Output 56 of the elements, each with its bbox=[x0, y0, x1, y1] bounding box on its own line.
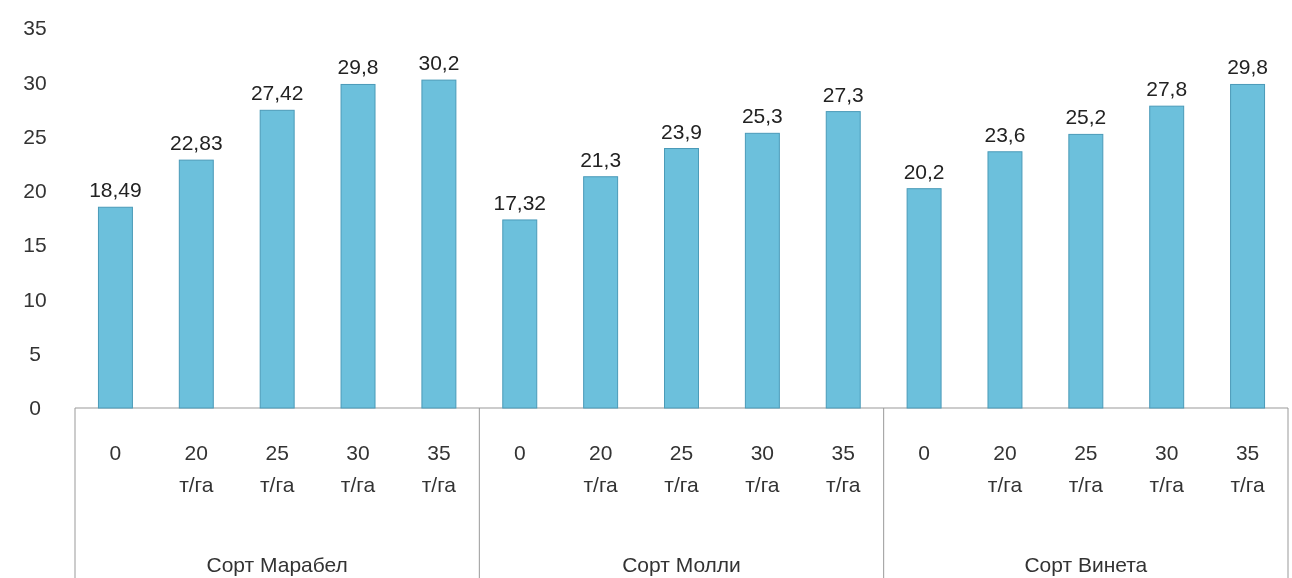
y-tick-label: 20 bbox=[23, 179, 47, 203]
data-label: 23,9 bbox=[661, 119, 702, 143]
x-tick-label: 25 т/га bbox=[259, 441, 295, 496]
x-tick-label: 0 bbox=[513, 441, 526, 464]
data-label: 27,3 bbox=[822, 82, 864, 106]
data-label: 21,3 bbox=[580, 147, 622, 171]
bar bbox=[97, 206, 133, 409]
bar bbox=[1068, 133, 1104, 409]
bar bbox=[1230, 83, 1266, 409]
y-tick-label: 5 bbox=[29, 342, 41, 366]
data-label: 29,8 bbox=[337, 55, 379, 79]
x-tick-label: 35 т/га bbox=[421, 441, 457, 496]
data-label: 25,3 bbox=[741, 104, 783, 128]
x-tick-label: 0 bbox=[109, 441, 122, 464]
data-label: 18,49 bbox=[89, 178, 142, 202]
bar bbox=[178, 159, 214, 409]
data-label: 22,83 bbox=[170, 131, 223, 155]
data-label: 30,2 bbox=[418, 51, 460, 75]
bar bbox=[987, 151, 1023, 409]
text: Сорт Винета bbox=[1024, 553, 1148, 576]
x-tick-label: 30 т/га bbox=[340, 441, 376, 496]
data-label: 23,6 bbox=[984, 122, 1026, 146]
x-tick-label: 30 т/га bbox=[745, 441, 780, 496]
x-tick-label: 20 т/га bbox=[583, 441, 619, 496]
x-tick-label: 20 т/га bbox=[179, 441, 214, 496]
x-tick-label: 35 т/га bbox=[826, 441, 861, 496]
data-label: 29,8 bbox=[1227, 55, 1268, 79]
data-label: 17,32 bbox=[493, 190, 547, 214]
data-label: 25,2 bbox=[1065, 105, 1107, 129]
data-label: 27,42 bbox=[250, 81, 304, 105]
bar bbox=[1149, 105, 1185, 409]
bar bbox=[825, 111, 861, 409]
y-tick-label: 35 bbox=[23, 16, 47, 40]
x-tick-label: 20 т/га bbox=[987, 441, 1023, 496]
y-tick-label: 0 bbox=[29, 396, 41, 420]
y-tick-label: 25 bbox=[23, 124, 47, 148]
bar bbox=[744, 132, 780, 409]
y-tick-label: 15 bbox=[23, 233, 47, 257]
data-label: 20,2 bbox=[903, 159, 945, 183]
data-label: 27,8 bbox=[1146, 77, 1188, 101]
bar bbox=[259, 109, 295, 409]
y-tick-label: 30 bbox=[23, 70, 47, 94]
bar bbox=[340, 83, 376, 409]
bar bbox=[906, 188, 942, 409]
x-tick-label: 0 bbox=[918, 441, 930, 464]
text: Сорт Марабел bbox=[206, 553, 348, 576]
x-tick-label: 25 т/га bbox=[664, 441, 699, 496]
bar bbox=[583, 176, 619, 409]
bar bbox=[502, 219, 538, 409]
text: Сорт Молли bbox=[622, 553, 741, 576]
x-tick-label: 25 т/га bbox=[1068, 441, 1104, 496]
bar bbox=[421, 79, 457, 409]
y-tick-label: 10 bbox=[23, 287, 47, 311]
bar bbox=[664, 148, 699, 409]
x-tick-label: 30 т/га bbox=[1149, 441, 1185, 496]
x-tick-label: 35 т/га bbox=[1230, 441, 1266, 496]
